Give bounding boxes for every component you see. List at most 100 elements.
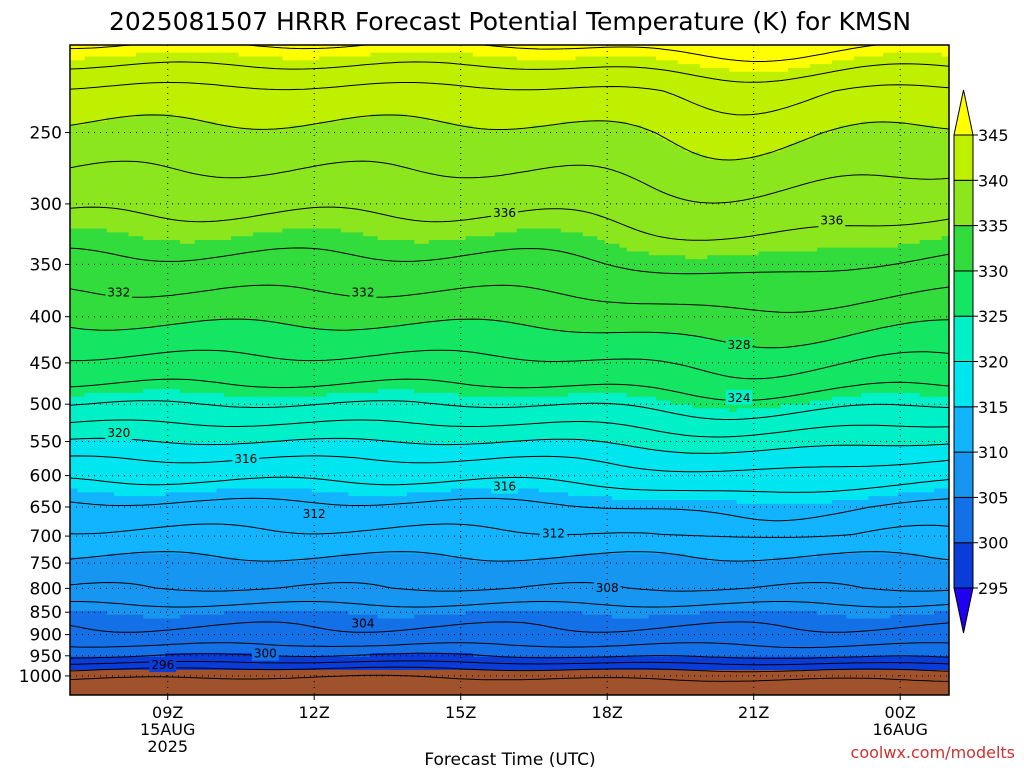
theta-fill-cell [758, 60, 767, 65]
theta-fill-cell [341, 106, 349, 111]
theta-fill-cell [839, 83, 848, 88]
theta-fill-cell [377, 94, 386, 100]
theta-fill-cell [670, 121, 679, 126]
theta-fill-cell [582, 106, 591, 111]
theta-fill-cell [582, 67, 591, 73]
theta-fill-cell [516, 129, 525, 134]
theta-fill-cell [509, 163, 518, 168]
theta-fill-cell [743, 106, 752, 111]
theta-fill-cell [487, 102, 496, 107]
theta-fill-cell [853, 90, 862, 96]
theta-fill-cell [319, 117, 327, 123]
theta-fill-cell [297, 48, 305, 54]
theta-fill-cell [890, 110, 899, 115]
theta-fill-cell [648, 52, 657, 58]
theta-fill-cell [846, 98, 855, 103]
theta-fill-cell [883, 106, 891, 111]
theta-fill-cell [714, 171, 723, 176]
theta-fill-cell [465, 178, 474, 184]
theta-fill-cell [428, 148, 437, 153]
theta-fill-cell [670, 52, 679, 58]
theta-fill-cell [524, 90, 533, 96]
theta-fill-cell [677, 75, 686, 81]
theta-fill-cell [875, 159, 884, 165]
theta-fill-cell [875, 152, 884, 157]
theta-fill-cell [875, 90, 884, 96]
theta-fill-cell [392, 75, 401, 81]
theta-fill-cell [187, 129, 196, 134]
theta-fill-cell [223, 83, 232, 88]
theta-fill-cell [641, 182, 650, 188]
theta-fill-cell [582, 144, 591, 149]
theta-fill-cell [377, 48, 386, 54]
theta-fill-cell [743, 121, 752, 126]
theta-fill-cell [341, 182, 349, 188]
theta-fill-cell [809, 64, 818, 69]
theta-fill-cell [714, 67, 723, 73]
theta-fill-cell [238, 159, 247, 165]
theta-fill-cell [480, 94, 489, 100]
theta-fill-cell [165, 94, 174, 100]
theta-fill-cell [494, 163, 503, 168]
theta-fill-cell [289, 194, 298, 199]
theta-fill-cell [897, 90, 906, 96]
theta-fill-cell [502, 152, 511, 157]
theta-fill-cell [538, 106, 547, 111]
theta-fill-cell [106, 125, 115, 130]
theta-fill-cell [919, 117, 928, 123]
theta-fill-cell [253, 90, 262, 96]
theta-fill-cell [157, 106, 166, 111]
theta-fill-cell [260, 90, 269, 96]
theta-fill-cell [846, 152, 855, 157]
theta-fill-cell [612, 117, 620, 123]
theta-fill-cell [348, 129, 357, 134]
theta-fill-cell [201, 125, 210, 130]
theta-fill-cell [363, 144, 371, 149]
theta-fill-cell [787, 140, 796, 146]
theta-fill-cell [260, 45, 269, 50]
theta-fill-cell [487, 182, 496, 188]
theta-fill-cell [267, 190, 276, 195]
theta-fill-cell [677, 159, 686, 165]
theta-fill-cell [377, 171, 386, 176]
theta-fill-cell [209, 194, 218, 199]
theta-fill-cell [113, 48, 122, 54]
theta-fill-cell [546, 48, 555, 54]
theta-fill-cell [384, 163, 393, 168]
theta-fill-cell [326, 148, 335, 153]
theta-fill-cell [363, 98, 371, 103]
theta-fill-cell [568, 140, 577, 146]
theta-fill-cell [319, 79, 327, 84]
theta-fill-cell [157, 67, 166, 73]
theta-fill-cell [436, 94, 445, 100]
theta-fill-cell [824, 194, 833, 199]
theta-fill-cell [875, 94, 884, 100]
theta-fill-cell [927, 117, 935, 123]
theta-fill-cell [443, 52, 452, 58]
theta-fill-cell [363, 117, 371, 123]
theta-fill-cell [641, 79, 650, 84]
theta-fill-cell [421, 186, 430, 191]
theta-fill-cell [91, 113, 100, 119]
theta-fill-cell [113, 87, 122, 92]
theta-fill-cell [670, 60, 679, 65]
theta-fill-cell [267, 159, 276, 165]
theta-fill-cell [333, 71, 342, 77]
theta-fill-cell [905, 87, 913, 92]
theta-fill-cell [260, 178, 269, 184]
theta-fill-cell [399, 167, 408, 172]
theta-fill-cell [77, 129, 86, 134]
theta-fill-cell [817, 67, 826, 73]
theta-fill-cell [634, 106, 642, 111]
theta-fill-cell [450, 117, 459, 123]
theta-fill-cell [399, 163, 408, 168]
theta-fill-cell [890, 171, 899, 176]
theta-fill-cell [150, 167, 159, 172]
theta-fill-cell [384, 125, 393, 130]
theta-fill-cell [135, 132, 144, 138]
theta-fill-cell [135, 102, 144, 107]
theta-fill-cell [502, 148, 511, 153]
theta-fill-cell [597, 121, 606, 126]
theta-fill-cell [831, 186, 840, 191]
theta-fill-cell [897, 155, 906, 161]
